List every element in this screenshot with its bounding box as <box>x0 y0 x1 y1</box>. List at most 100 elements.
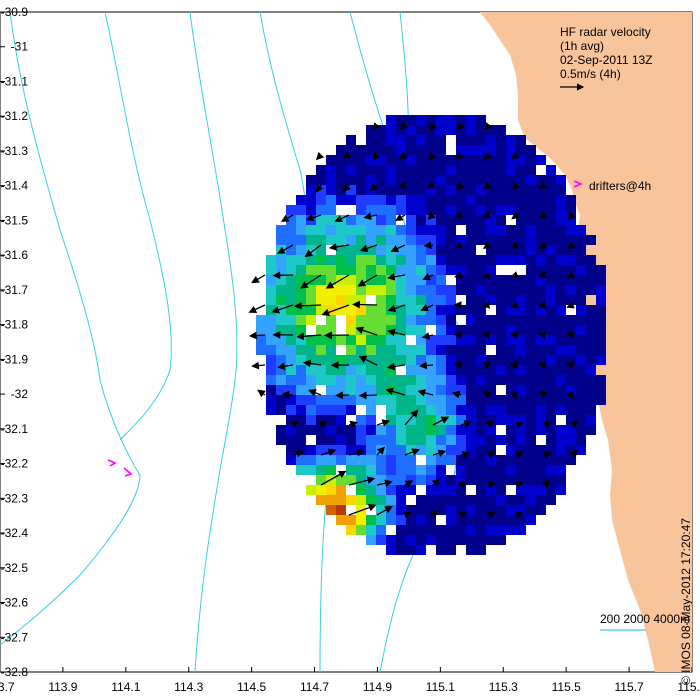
velocity-cell <box>476 435 486 445</box>
velocity-arrow <box>457 122 465 132</box>
velocity-cell <box>406 235 416 245</box>
velocity-cell <box>396 145 406 155</box>
velocity-cell <box>326 255 336 265</box>
velocity-cell <box>566 275 576 285</box>
velocity-arrow <box>399 121 409 131</box>
velocity-cell <box>546 215 556 225</box>
velocity-cell <box>456 505 466 515</box>
velocity-cell <box>456 195 466 205</box>
velocity-cell <box>516 145 526 155</box>
velocity-cell <box>376 495 386 505</box>
velocity-arrow <box>376 446 386 456</box>
velocity-cell <box>596 385 606 395</box>
velocity-cell <box>516 425 526 435</box>
velocity-cell <box>576 255 586 265</box>
velocity-cell <box>516 155 526 165</box>
velocity-cell <box>526 205 536 215</box>
velocity-cell <box>346 235 356 245</box>
velocity-cell <box>446 265 456 275</box>
velocity-cell <box>286 265 296 275</box>
velocity-cell <box>376 295 386 305</box>
velocity-cell <box>526 435 536 445</box>
velocity-cell <box>406 315 416 325</box>
velocity-cell <box>516 465 526 475</box>
velocity-cell <box>486 145 496 155</box>
velocity-cell <box>396 155 406 165</box>
velocity-cell <box>446 315 456 325</box>
velocity-cell <box>266 335 276 345</box>
velocity-arrow <box>543 421 552 429</box>
velocity-cell <box>466 525 476 535</box>
velocity-cell <box>446 405 456 415</box>
velocity-cell <box>476 135 486 145</box>
velocity-cell <box>346 515 356 525</box>
velocity-cell <box>286 415 296 425</box>
velocity-cell <box>316 475 326 485</box>
velocity-cell <box>276 235 286 245</box>
velocity-cell <box>316 405 326 415</box>
velocity-cell <box>456 275 466 285</box>
velocity-cell <box>266 395 276 405</box>
velocity-cell <box>546 275 556 285</box>
velocity-cell <box>366 515 376 525</box>
velocity-cell <box>446 485 456 495</box>
velocity-cell <box>416 515 426 525</box>
velocity-cell <box>486 315 496 325</box>
velocity-cell <box>436 505 446 515</box>
velocity-cell <box>496 395 506 405</box>
velocity-cell <box>436 305 446 315</box>
velocity-cell <box>596 305 606 315</box>
velocity-cell <box>566 415 576 425</box>
velocity-cell <box>556 305 566 315</box>
velocity-cell <box>296 375 306 385</box>
velocity-cell <box>536 225 546 235</box>
velocity-cell <box>486 235 496 245</box>
velocity-cell <box>556 465 566 475</box>
velocity-cell <box>356 255 366 265</box>
velocity-cell <box>496 375 506 385</box>
velocity-cell <box>456 125 466 135</box>
velocity-cell <box>426 345 436 355</box>
velocity-cell <box>496 155 506 165</box>
velocity-cell <box>496 435 506 445</box>
velocity-cell <box>506 225 516 235</box>
velocity-cell <box>316 335 326 345</box>
velocity-cell <box>586 355 596 365</box>
velocity-cell <box>306 265 316 275</box>
velocity-cell <box>396 395 406 405</box>
velocity-cell <box>476 295 486 305</box>
velocity-cell <box>466 165 476 175</box>
velocity-arrow <box>248 331 266 340</box>
velocity-cell <box>366 445 376 455</box>
velocity-cell <box>376 535 386 545</box>
velocity-cell <box>486 185 496 195</box>
velocity-cell <box>376 155 386 165</box>
velocity-arrow <box>342 151 352 159</box>
velocity-cell <box>476 145 486 155</box>
velocity-cell <box>376 165 386 175</box>
velocity-cell <box>336 185 346 195</box>
velocity-arrow <box>454 271 463 279</box>
velocity-cell <box>366 435 376 445</box>
velocity-cell <box>436 405 446 415</box>
velocity-arrow <box>403 511 412 519</box>
velocity-cell <box>376 125 386 135</box>
velocity-cell <box>546 345 556 355</box>
velocity-cell <box>416 365 426 375</box>
velocity-cell <box>476 115 486 125</box>
velocity-cell <box>506 175 516 185</box>
velocity-cell <box>346 445 356 455</box>
velocity-cell <box>506 255 516 265</box>
velocity-cell <box>396 225 406 235</box>
velocity-cell <box>396 425 406 435</box>
velocity-cell <box>316 415 326 425</box>
velocity-cell <box>326 365 336 375</box>
velocity-cell <box>526 325 536 335</box>
velocity-cell <box>396 285 406 295</box>
velocity-cell <box>526 515 536 525</box>
velocity-arrow <box>511 211 520 220</box>
velocity-cell <box>346 285 356 295</box>
velocity-cell <box>416 495 426 505</box>
velocity-cell <box>406 205 416 215</box>
velocity-cell <box>476 205 486 215</box>
